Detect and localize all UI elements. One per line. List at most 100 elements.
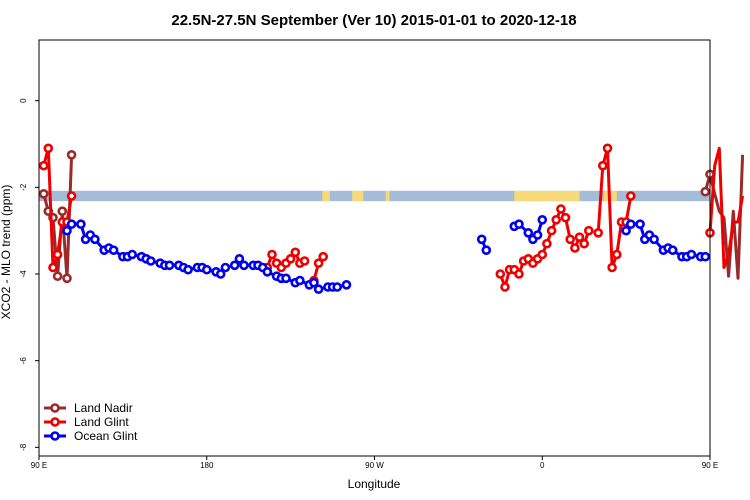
data-point-land-glint [565,234,576,245]
data-point-ocean-glint [281,273,291,284]
legend-marker-ocean-glint [50,431,60,441]
data-point-land-nadir [52,271,63,282]
series-line-land-nadir [703,154,745,280]
data-point-ocean-glint [700,251,711,262]
data-point-land-glint [514,269,524,279]
land-band-segment [514,190,580,202]
data-point-ocean-glint [649,234,659,245]
data-point-ocean-glint [514,219,524,229]
data-point-land-glint [318,251,329,262]
data-point-ocean-glint [239,260,249,271]
data-point-ocean-glint [621,225,631,236]
data-point-ocean-glint [146,256,156,266]
x-tick-label: 90 E [702,461,718,470]
data-point-land-glint [537,249,548,260]
data-point-land-glint [66,191,77,201]
data-point-land-glint [560,212,571,223]
data-point-land-glint [625,191,636,201]
series-land-glint [38,143,745,292]
data-point-ocean-glint [164,260,175,271]
data-point-land-glint [299,256,310,266]
data-point-ocean-glint [90,234,100,245]
data-point-land-glint [546,225,557,236]
y-tick-label: -4 [19,270,28,278]
legend: Land Nadir Land Glint Ocean Glint [44,401,138,443]
data-point-ocean-glint [234,253,245,264]
data-point-ocean-glint [62,225,72,236]
legend-marker-land-nadir [50,403,60,413]
x-axis-label: Longitude [348,477,401,491]
data-point-land-glint [495,269,506,279]
land-band-segment [322,190,330,202]
data-point-ocean-glint [108,245,119,255]
data-point-ocean-glint [66,219,77,229]
data-point-land-glint [542,238,552,249]
data-point-land-nadir [66,150,77,160]
x-tick-label: 0 [540,461,545,470]
data-point-land-glint [313,258,324,269]
data-point-land-glint [551,215,562,225]
data-point-land-glint [597,160,608,171]
data-point-land-glint [267,249,277,260]
data-point-land-glint [607,262,617,273]
data-point-ocean-glint [262,266,273,277]
y-axis-label: XCO2 - MLO trend (ppm) [0,185,13,320]
data-point-land-glint [570,243,580,253]
data-point-ocean-glint [229,260,240,271]
data-point-ocean-glint [481,245,492,255]
y-tick-label: -6 [19,357,28,365]
x-tick-label: 180 [200,461,214,470]
data-point-ocean-glint [309,277,319,288]
data-point-ocean-glint [183,264,193,275]
series-line-land-glint [708,146,745,269]
data-point-land-nadir [62,273,72,284]
legend-entry-ocean-glint: Ocean Glint [44,429,138,443]
data-point-land-glint [574,232,585,242]
legend-marker-land-glint [50,417,60,427]
data-point-land-glint [290,247,301,258]
data-point-ocean-glint [332,282,343,292]
x-tick-label: 90 E [31,461,47,470]
data-point-land-glint [52,249,63,260]
data-point-land-glint [593,228,604,238]
data-point-ocean-glint [313,284,324,295]
data-point-land-glint [43,143,54,154]
data-point-ocean-glint [295,275,305,286]
data-point-land-glint [285,253,296,264]
data-point-ocean-glint [341,279,352,290]
data-point-ocean-glint [667,245,678,255]
data-point-ocean-glint [215,269,226,279]
y-tick-label: 0 [19,98,28,103]
data-point-ocean-glint [686,249,697,260]
data-point-land-glint [500,282,510,292]
data-point-ocean-glint [76,219,86,229]
data-point-land-glint [602,143,613,154]
legend-entry-land-nadir: Land Nadir [44,401,133,415]
land-band-segment [352,190,364,202]
legend-label-land-glint: Land Glint [74,415,129,429]
chart-title: 22.5N-27.5N September (Ver 10) 2015-01-0… [171,12,576,29]
data-point-land-glint [556,204,566,214]
data-point-land-nadir [38,189,49,199]
land-band-segment [385,190,390,202]
legend-entry-land-glint: Land Glint [44,415,129,429]
series-layer [38,143,745,295]
data-point-ocean-glint [476,234,487,245]
data-point-ocean-glint [537,215,548,225]
data-point-ocean-glint [523,228,534,238]
data-point-ocean-glint [220,262,231,273]
data-point-ocean-glint [202,264,212,275]
data-point-land-nadir [700,186,711,197]
ocean-band [39,190,710,202]
data-point-land-glint [48,262,58,273]
series-ocean-glint [62,215,711,295]
data-point-land-glint [579,238,590,249]
legend-label-land-nadir: Land Nadir [74,401,133,415]
data-point-land-nadir [57,206,68,216]
x-tick-label: 90 W [365,461,384,470]
plot-frame [38,39,711,457]
data-point-ocean-glint [635,219,645,229]
y-tick-label: -2 [19,183,28,191]
axes: 90 E 180 90 W 0 90 E 0 -2 -4 -6 -8 [19,98,718,470]
